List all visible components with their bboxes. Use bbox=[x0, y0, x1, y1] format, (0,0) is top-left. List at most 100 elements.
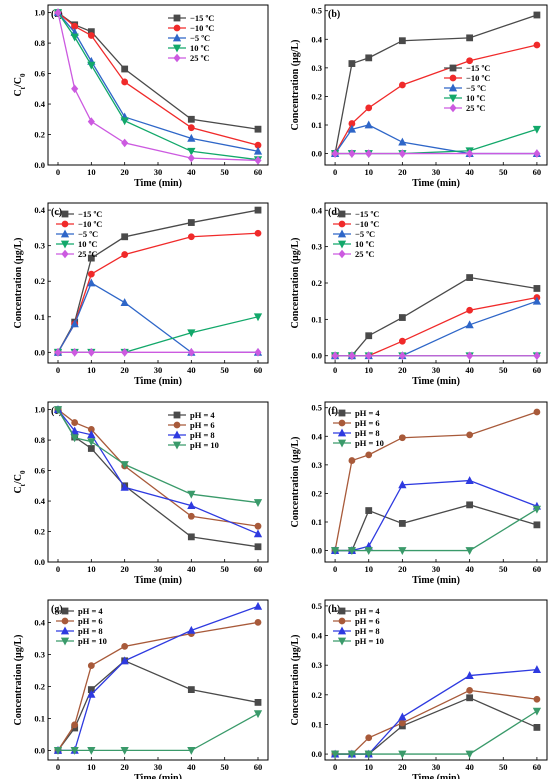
y-axis-label-part: t bbox=[19, 86, 27, 89]
legend-label: 10 ºC bbox=[78, 239, 98, 249]
series-line bbox=[334, 44, 538, 154]
data-point bbox=[254, 348, 262, 357]
panel-label: (h) bbox=[328, 604, 340, 615]
x-tick-label: 50 bbox=[220, 564, 229, 574]
x-axis-label: Time (min) bbox=[134, 575, 182, 586]
legend-label: 25 ºC bbox=[355, 249, 375, 259]
data-point bbox=[254, 156, 262, 165]
legend-swatch-marker bbox=[61, 220, 69, 228]
x-axis-label: Time (min) bbox=[412, 575, 460, 586]
data-point bbox=[398, 149, 406, 158]
x-tick-label: 10 bbox=[87, 167, 96, 177]
panel-label: (f) bbox=[328, 406, 338, 417]
y-axis-label-part: 0 bbox=[19, 470, 27, 474]
y-tick-label: 0.0 bbox=[34, 557, 45, 567]
legend-label: pH = 4 bbox=[355, 408, 380, 418]
series-line bbox=[335, 276, 538, 357]
chart-panel-1: 0 10 20 30 40 50 60 0.0 0.2 0.4 0.6 0.8 1.0 Time (min… bbox=[13, 4, 269, 189]
series-pH4 bbox=[54, 406, 262, 551]
x-tick-label: 0 bbox=[333, 762, 337, 772]
legend-swatch-marker bbox=[60, 229, 70, 238]
chart-panel-5: 0 10 20 30 40 50 60 0.0 0.2 0.4 0.6 0.8 1.0 Time (min… bbox=[13, 401, 269, 586]
series-pH4 bbox=[54, 657, 262, 754]
x-tick-label: 20 bbox=[398, 365, 407, 375]
x-tick-label: 50 bbox=[220, 167, 229, 177]
x-tick-label: 30 bbox=[432, 167, 441, 177]
series-25 bbox=[54, 348, 262, 357]
x-tick-label: 30 bbox=[154, 762, 163, 772]
data-point bbox=[347, 547, 357, 556]
data-point bbox=[466, 694, 474, 702]
data-point bbox=[187, 490, 196, 499]
data-point bbox=[187, 747, 196, 755]
data-point bbox=[398, 314, 406, 321]
y-tick-label: 0.4 bbox=[311, 205, 322, 215]
y-axis-label: Concentration (μg/L) bbox=[290, 635, 301, 726]
data-point bbox=[533, 149, 541, 158]
legend-label: pH = 10 bbox=[78, 636, 107, 646]
legend-swatch-marker bbox=[172, 430, 182, 439]
series--5 bbox=[330, 296, 542, 360]
data-point bbox=[365, 54, 373, 62]
legend-label: 25 ºC bbox=[466, 103, 486, 113]
data-point bbox=[187, 233, 195, 241]
data-point bbox=[330, 750, 340, 759]
data-point bbox=[121, 138, 129, 148]
legend-label: pH = 4 bbox=[190, 410, 215, 420]
x-tick-label: 30 bbox=[432, 564, 441, 574]
legend-label: −15 ºC bbox=[355, 209, 379, 219]
data-point bbox=[398, 434, 406, 442]
y-axis-label: Concentration (μg/L) bbox=[290, 238, 301, 329]
data-point bbox=[533, 351, 541, 361]
x-tick-label: 60 bbox=[533, 365, 542, 375]
data-point bbox=[331, 351, 339, 361]
y-tick-label: 0.3 bbox=[311, 242, 322, 252]
data-point bbox=[532, 296, 542, 305]
data-point bbox=[253, 529, 263, 538]
x-tick-label: 20 bbox=[120, 564, 129, 574]
x-axis-label: Time (min) bbox=[412, 376, 460, 387]
plot-frame bbox=[47, 401, 269, 563]
x-axis-label: Time (min) bbox=[412, 773, 460, 779]
data-point bbox=[253, 313, 263, 322]
panel-label: (d) bbox=[328, 207, 340, 218]
series-25 bbox=[331, 351, 541, 361]
data-point bbox=[533, 695, 541, 703]
legend-swatch-marker bbox=[173, 411, 181, 419]
data-point bbox=[398, 712, 407, 721]
data-point bbox=[398, 520, 406, 527]
x-tick-label: 10 bbox=[87, 564, 96, 574]
y-tick-label: 0.8 bbox=[34, 38, 45, 48]
data-point bbox=[187, 133, 196, 142]
legend-label: −15 ºC bbox=[466, 63, 490, 73]
data-point bbox=[87, 270, 95, 278]
series-pH4 bbox=[331, 694, 541, 758]
legend-swatch-marker bbox=[61, 249, 69, 259]
y-axis-label: Concentration (μg/L) bbox=[290, 437, 301, 528]
y-axis-label-part: /C bbox=[13, 77, 24, 88]
data-point bbox=[532, 125, 542, 134]
data-point bbox=[120, 298, 129, 306]
series-line bbox=[334, 411, 538, 551]
data-point bbox=[70, 747, 79, 755]
x-tick-label: 40 bbox=[187, 365, 196, 375]
legend-label: 10 ºC bbox=[466, 93, 486, 103]
x-tick-label: 50 bbox=[499, 167, 508, 177]
y-tick-label: 1.0 bbox=[34, 8, 45, 18]
x-tick-label: 60 bbox=[254, 365, 263, 375]
series-pH8 bbox=[330, 476, 542, 554]
y-axis-label-part: /C bbox=[13, 474, 24, 485]
data-point bbox=[348, 60, 356, 67]
data-point bbox=[187, 686, 195, 694]
y-axis-label: Ct/C0 bbox=[13, 73, 27, 97]
series-pH8 bbox=[53, 405, 263, 538]
data-point bbox=[466, 34, 474, 42]
data-point bbox=[53, 406, 63, 415]
data-point bbox=[70, 426, 79, 435]
legend-label: pH = 8 bbox=[355, 428, 380, 438]
data-point bbox=[70, 319, 79, 328]
y-tick-label: 0.8 bbox=[34, 435, 45, 445]
data-point bbox=[71, 419, 79, 426]
data-point bbox=[533, 41, 541, 49]
